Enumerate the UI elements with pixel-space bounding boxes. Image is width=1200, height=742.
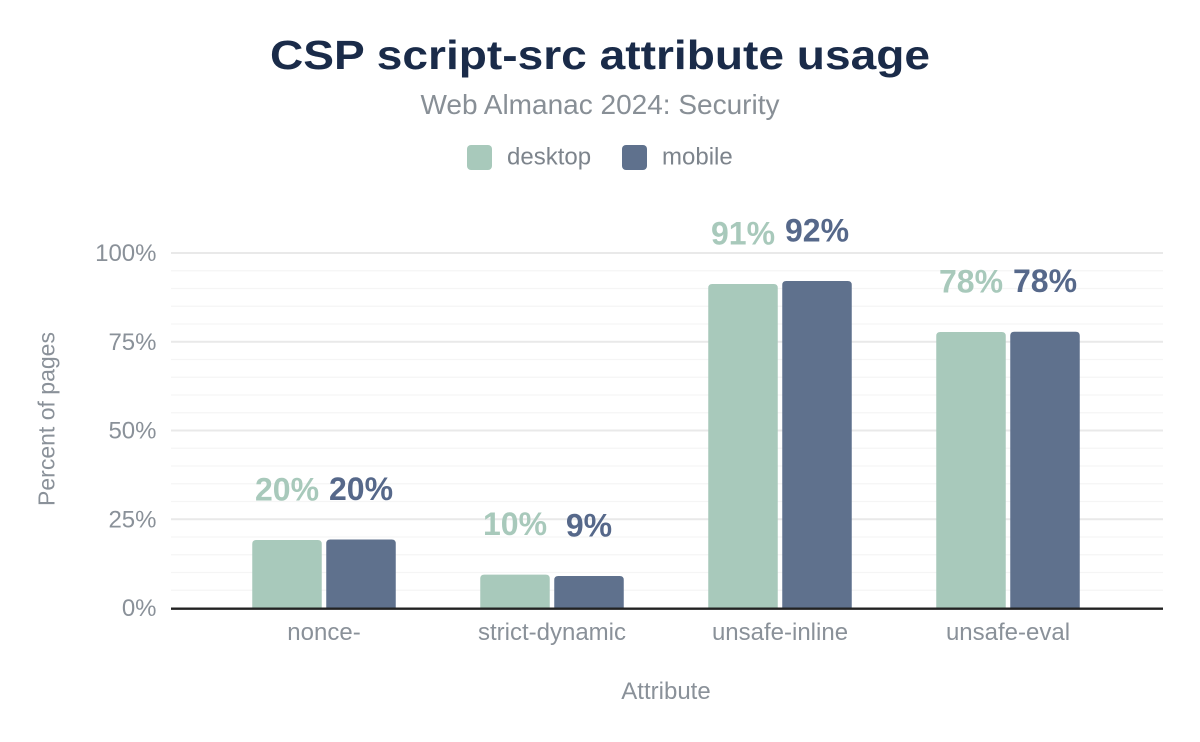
svg-text:nonce-: nonce-: [287, 619, 360, 646]
svg-text:20%: 20%: [255, 472, 319, 508]
svg-text:desktop: desktop: [507, 143, 591, 170]
svg-text:91%: 91%: [711, 216, 775, 252]
svg-text:25%: 25%: [108, 506, 156, 533]
svg-text:unsafe-inline: unsafe-inline: [712, 619, 848, 646]
svg-text:20%: 20%: [329, 471, 393, 507]
svg-text:10%: 10%: [483, 506, 547, 542]
svg-text:75%: 75%: [108, 329, 156, 356]
svg-text:0%: 0%: [122, 595, 157, 622]
svg-text:Percent of pages: Percent of pages: [34, 332, 60, 506]
svg-text:Attribute: Attribute: [621, 678, 710, 705]
svg-text:mobile: mobile: [662, 143, 733, 170]
svg-text:CSP script-src attribute usage: CSP script-src attribute usage: [270, 32, 930, 78]
svg-text:strict-dynamic: strict-dynamic: [478, 619, 626, 646]
svg-text:Web Almanac 2024: Security: Web Almanac 2024: Security: [420, 89, 779, 120]
svg-text:100%: 100%: [95, 240, 156, 267]
svg-text:92%: 92%: [785, 213, 849, 249]
svg-text:9%: 9%: [566, 508, 612, 544]
svg-text:78%: 78%: [939, 264, 1003, 300]
svg-text:unsafe-eval: unsafe-eval: [946, 619, 1070, 646]
svg-text:78%: 78%: [1013, 263, 1077, 299]
svg-text:50%: 50%: [108, 418, 156, 445]
